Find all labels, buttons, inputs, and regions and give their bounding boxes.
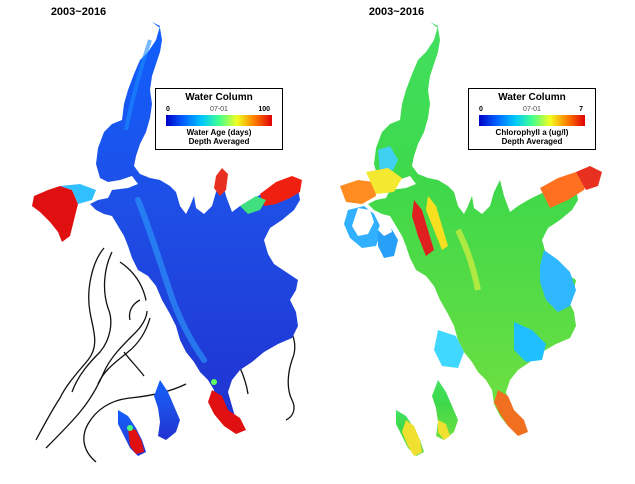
high-chl-south-arm bbox=[494, 390, 528, 436]
island bbox=[100, 220, 114, 236]
high-chl-southwest bbox=[402, 420, 422, 456]
high-age-south-arm bbox=[208, 390, 246, 434]
island bbox=[422, 300, 430, 312]
river-line bbox=[97, 317, 151, 385]
legend-variable-label: Water Age (days) bbox=[186, 128, 252, 137]
high-chl-south-tip bbox=[438, 420, 450, 440]
high-age-west-bay bbox=[32, 186, 78, 242]
islands bbox=[352, 208, 430, 312]
high-chl-west-edge bbox=[340, 180, 376, 204]
river-line bbox=[45, 261, 148, 449]
lake-north-highlight bbox=[124, 39, 152, 131]
legend-variable-label: Chlorophyll a (ug/l) bbox=[495, 128, 569, 137]
island bbox=[144, 300, 152, 312]
east-arm-transition bbox=[240, 196, 266, 214]
islands bbox=[74, 208, 152, 312]
green-dot bbox=[211, 379, 217, 385]
island bbox=[378, 220, 392, 236]
low-chl-southeast bbox=[514, 322, 546, 362]
low-chl-northwest bbox=[378, 146, 398, 172]
chlorophyll-map bbox=[340, 22, 602, 456]
lake-channel-highlight bbox=[135, 197, 207, 363]
legend-variable: Water Age (days) Depth Averaged bbox=[156, 128, 282, 146]
high-chl-channel bbox=[412, 200, 434, 256]
river-line bbox=[128, 299, 141, 321]
lake-south-arm bbox=[154, 380, 180, 440]
high-chl-west-inner bbox=[366, 168, 402, 194]
high-chl-east-tip bbox=[576, 166, 602, 190]
legend-variable: Chlorophyll a (ug/l) Depth Averaged bbox=[469, 128, 595, 146]
lake-north-arm bbox=[90, 22, 300, 426]
river-line bbox=[35, 247, 105, 441]
water-age-map bbox=[32, 22, 302, 463]
legend-date-label: 07-01 bbox=[210, 106, 228, 113]
low-chl-center-south bbox=[434, 330, 464, 368]
chlorophyll-map-title: 2003~2016 bbox=[368, 6, 425, 18]
west-bay-transition bbox=[60, 184, 96, 204]
yellow-band-center bbox=[455, 228, 481, 291]
island bbox=[352, 208, 374, 236]
high-age-areas bbox=[32, 168, 302, 454]
legend-date-label: 07-01 bbox=[523, 106, 541, 113]
legend-min-label: 0 bbox=[479, 106, 483, 113]
high-age-northeast-tip bbox=[214, 168, 228, 196]
chlorophyll-map-panel: 2003~2016 bbox=[318, 0, 635, 484]
legend-max-label: 7 bbox=[579, 106, 583, 113]
river-line bbox=[123, 351, 145, 377]
river-line bbox=[71, 251, 113, 393]
legend-colorbar bbox=[479, 115, 585, 126]
legend-min-label: 0 bbox=[166, 106, 170, 113]
low-chl-east bbox=[540, 250, 576, 312]
legend-colorbar bbox=[166, 115, 272, 126]
water-age-map-title: 2003~2016 bbox=[50, 6, 107, 18]
high-chl-east-arm bbox=[540, 172, 588, 208]
legend-subtitle: Depth Averaged bbox=[188, 137, 250, 146]
lake-north-arm bbox=[368, 22, 578, 426]
island bbox=[74, 208, 96, 236]
river-outlines bbox=[35, 247, 296, 463]
water-age-legend: Water Column 0 07-01 100 Water Age (days… bbox=[155, 88, 283, 150]
legend-max-label: 100 bbox=[258, 106, 270, 113]
high-age-southwest-tip bbox=[128, 428, 144, 454]
high-chl-channel-edge bbox=[426, 196, 448, 250]
water-age-map-panel: 2003~2016 bbox=[0, 0, 317, 484]
legend-title: Water Column bbox=[498, 92, 566, 103]
legend-subtitle: Depth Averaged bbox=[501, 137, 563, 146]
high-age-east-arm bbox=[260, 176, 302, 206]
green-dot bbox=[127, 425, 133, 431]
high-chlorophyll-areas bbox=[340, 166, 602, 456]
chlorophyll-legend: Water Column 0 07-01 7 Chlorophyll a (ug… bbox=[468, 88, 596, 150]
legend-title: Water Column bbox=[185, 92, 253, 103]
